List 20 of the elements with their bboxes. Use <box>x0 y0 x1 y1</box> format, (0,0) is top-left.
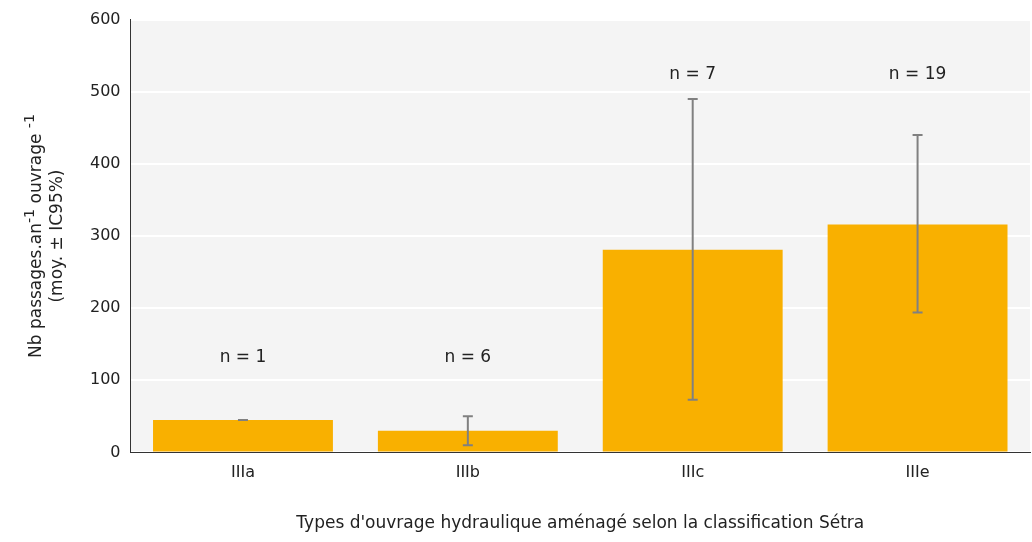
y-tick-label: 600 <box>89 8 121 28</box>
annotation: n = 6 <box>444 345 492 366</box>
y-tick-label: 300 <box>89 225 121 245</box>
y-tick-label: 0 <box>110 441 121 461</box>
y-tick-label: 200 <box>89 297 121 317</box>
bar <box>153 419 333 452</box>
y-tick-label: 500 <box>89 80 121 100</box>
annotation: n = 19 <box>888 63 947 84</box>
y-tick-label: 100 <box>89 369 121 389</box>
annotation: n = 1 <box>219 345 267 366</box>
x-tick-label: IIIe <box>905 462 930 482</box>
x-tick-label: IIIb <box>455 462 480 482</box>
bar <box>602 249 783 452</box>
bar <box>827 224 1008 452</box>
x-tick-label: IIIa <box>230 462 255 482</box>
x-axis-title: Types d'ouvrage hydraulique aménagé selon la classification Sétra <box>295 512 865 533</box>
annotation: n = 7 <box>669 63 717 84</box>
bar <box>377 430 558 452</box>
y-tick-label: 400 <box>89 153 121 173</box>
x-tick-label: IIIc <box>681 462 705 482</box>
